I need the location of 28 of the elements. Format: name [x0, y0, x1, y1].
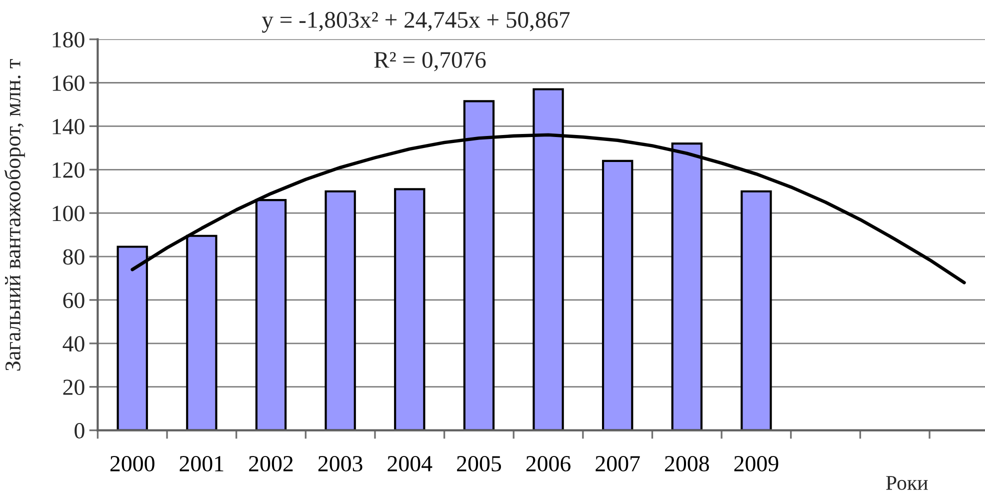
x-tick-label: 2004: [388, 456, 432, 472]
x-axis-title: Роки: [886, 476, 928, 490]
x-tick-label: 2006: [526, 456, 571, 472]
y-tick-label: 0: [74, 423, 84, 438]
x-tick-label: 2007: [596, 456, 640, 472]
y-axis-title: Загальний вантажооборот, млн. т: [4, 59, 25, 371]
x-tick-label: 2002: [249, 456, 293, 472]
y-tick-label: 40: [62, 336, 84, 352]
y-tick-label: 80: [63, 249, 84, 265]
text: y = -1,803x² + 24,745x + 50,867: [262, 12, 570, 33]
bar: [602, 160, 634, 430]
y-tick-label: 140: [52, 118, 84, 134]
x-tick-label: 2003: [318, 456, 362, 472]
bar: [324, 190, 356, 430]
x-tick-label: 2009: [734, 456, 778, 472]
y-tick-label: 100: [52, 206, 84, 222]
y-tick-label: 180: [52, 32, 84, 48]
x-tick-label: 2000: [110, 456, 154, 472]
y-tick-label: 120: [52, 162, 84, 178]
x-tick-label: 2001: [180, 456, 224, 472]
x-tick-label: 2005: [457, 456, 501, 472]
x-tick-label: 2008: [665, 456, 709, 472]
bar: [394, 188, 426, 430]
annotation: R² = 0,7076: [374, 52, 486, 72]
y-tick-label: 160: [52, 75, 84, 91]
bar: [740, 190, 772, 430]
y-tick-label: 60: [63, 292, 84, 308]
y-tick-label: 20: [63, 380, 84, 396]
